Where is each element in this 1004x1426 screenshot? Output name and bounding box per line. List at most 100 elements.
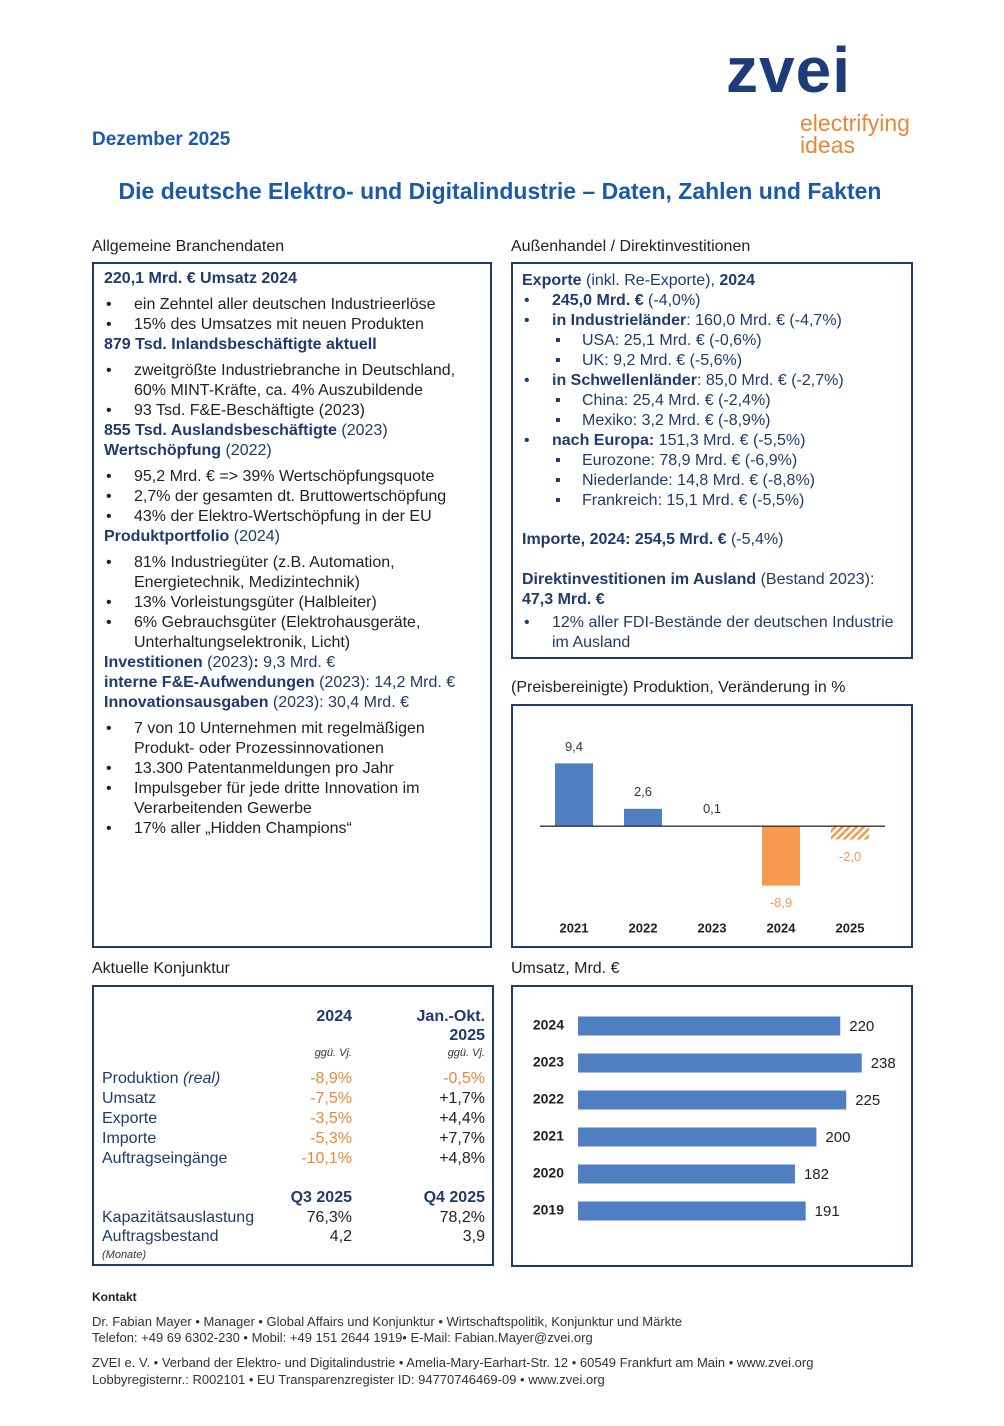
- cell-value: +4,8%: [439, 1150, 485, 1167]
- bullet: 17% aller „Hidden Champions“: [104, 819, 486, 839]
- y-tick-label: 2020: [533, 1165, 564, 1181]
- text-segment: (2024): [229, 528, 281, 545]
- trade-line: Eurozone: 78,9 Mrd. € (-6,9%): [522, 451, 907, 471]
- text-segment: : 85,0 Mrd. € (-2,7%): [696, 372, 844, 389]
- block: Produktportfolio (2024) 81% Industriegüte…: [104, 527, 486, 653]
- bullet: 13.300 Patentanmeldungen pro Jahr: [104, 759, 486, 779]
- bar: [578, 1053, 862, 1073]
- value-label: -8,9: [770, 895, 792, 910]
- value-label: 225: [855, 1092, 880, 1109]
- text-segment: Produktion: [102, 1070, 183, 1087]
- text-segment: 2024: [719, 272, 755, 289]
- cell-value: 76,3%: [306, 1209, 352, 1226]
- row-label: Exporte: [102, 1110, 158, 1127]
- text-segment: Produktportfolio: [104, 528, 230, 545]
- trade-line: Niederlande: 14,8 Mrd. € (-8,8%): [522, 471, 907, 491]
- block: Innovationsausgaben (2023): 30,4 Mrd. € 7…: [104, 693, 486, 839]
- bullet-list: zweitgrößte Industriebranche in Deutschl…: [104, 361, 486, 421]
- logo: zvei: [726, 34, 851, 106]
- value-label: 182: [804, 1166, 829, 1183]
- x-tick-label: 2024: [767, 920, 797, 935]
- bullet: 95,2 Mrd. € => 39% Wertschöpfungsquote: [104, 467, 486, 487]
- text-segment: 220,1 Mrd. € Umsatz 2024: [104, 270, 297, 287]
- text-segment: :: [253, 654, 259, 671]
- text-segment: nach Europa:: [552, 432, 655, 449]
- bullet-list: 7 von 10 Unternehmen mit regelmäßigen Pr…: [104, 719, 486, 839]
- contact-title: Kontakt: [92, 1290, 137, 1304]
- block-heading: Innovationsausgaben (2023): 30,4 Mrd. €: [104, 693, 486, 713]
- y-tick-label: 2022: [533, 1091, 564, 1107]
- x-tick-label: 2023: [698, 920, 727, 935]
- cell-value: +1,7%: [439, 1090, 485, 1107]
- value-label: 191: [815, 1203, 840, 1220]
- revenue-chart: 2024 220 2023 238 2022 225 2021 200 2020 182 2019 1…: [533, 1016, 896, 1221]
- trade-line: Exporte (inkl. Re-Exporte), 2024: [522, 271, 907, 291]
- bar: [762, 826, 800, 886]
- bullet: 81% Industriegüter (z.B. Automation, Ene…: [104, 553, 486, 593]
- column-header: Q4 2025: [377, 1188, 485, 1207]
- bullet: zweitgrößte Industriebranche in Deutschl…: [104, 361, 486, 401]
- chart-box: [511, 704, 913, 948]
- bullet: 15% des Umsatzes mit neuen Produkten: [104, 315, 486, 335]
- trade-line: Frankreich: 15,1 Mrd. € (-5,5%): [522, 491, 907, 511]
- trade-line: Direktinvestitionen im Ausland (Bestand …: [522, 570, 907, 590]
- trade-line: nach Europa: 151,3 Mrd. € (-5,5%): [522, 431, 907, 451]
- section-label: Aktuelle Konjunktur: [92, 960, 230, 977]
- cell-value: 3,9: [462, 1228, 485, 1245]
- y-tick-label: 2023: [533, 1054, 564, 1070]
- conjuncture-box: 2024 Jan.-Okt. 2025 ggü. Vj. ggü. Vj. Produk…: [92, 985, 494, 1266]
- text-segment: 245,0 Mrd. €: [552, 292, 644, 309]
- column-header-text: Q4 2025: [423, 1189, 485, 1206]
- bullet: 13% Vorleistungsgüter (Halbleiter): [104, 593, 486, 613]
- text-segment: (2023): 14,2 Mrd. €: [314, 674, 456, 691]
- y-tick-label: 2019: [533, 1202, 564, 1218]
- block: Investitionen (2023): 9,3 Mrd. €: [104, 653, 486, 673]
- bullet: 7 von 10 Unternehmen mit regelmäßigen Pr…: [104, 719, 486, 759]
- trade-line: Mexiko: 3,2 Mrd. € (-8,9%): [522, 411, 907, 431]
- text-segment: Wertschöpfung: [104, 442, 222, 459]
- row-label: Kapazitätsauslastung: [102, 1209, 255, 1226]
- cell-value: -10,1%: [301, 1150, 352, 1167]
- text-segment: 151,3 Mrd. € (-5,5%): [654, 432, 806, 449]
- general-box: 220,1 Mrd. € Umsatz 2024 ein Zehntel alle…: [92, 262, 492, 948]
- text-segment: (2023): [336, 422, 388, 439]
- x-tick-label: 2025: [836, 920, 865, 935]
- block-heading: Wertschöpfung (2022): [104, 441, 486, 461]
- text-segment: (2023): 30,4 Mrd. €: [268, 694, 409, 711]
- bullet: 93 Tsd. F&E-Beschäftigte (2023): [104, 401, 486, 421]
- value-label: 200: [825, 1129, 850, 1146]
- value-label: -2,0: [839, 849, 861, 864]
- block-heading: 855 Tsd. Auslandsbeschäftigte (2023): [104, 421, 486, 441]
- block-heading: 879 Tsd. Inlandsbeschäftigte aktuell: [104, 335, 486, 355]
- section-label: Außenhandel / Direktinvestitionen: [511, 238, 751, 255]
- bar: [578, 1201, 806, 1221]
- column-header-text: Jan.-Okt. 2025: [416, 1008, 485, 1044]
- text-segment: 9,3 Mrd. €: [258, 654, 336, 671]
- row-note: (Monate): [102, 1249, 147, 1261]
- bar: [578, 1127, 817, 1147]
- column-header-text: 2024: [316, 1008, 352, 1025]
- bar: [555, 763, 593, 827]
- cell-value: 4,2: [329, 1228, 352, 1245]
- contact-line: Telefon: +49 69 6302-230 • Mobil: +49 15…: [92, 1330, 593, 1345]
- column-header: Q3 2025: [244, 1188, 352, 1207]
- page-title: Die deutsche Elektro- und Digitalindustr…: [118, 178, 882, 204]
- column-note: ggü. Vj.: [314, 1047, 352, 1059]
- column-header-text: Q3 2025: [290, 1189, 352, 1206]
- bullet: 43% der Elektro-Wertschöpfung in der EU: [104, 507, 486, 527]
- row-label: Produktion (real): [102, 1069, 220, 1088]
- trade-line: USA: 25,1 Mrd. € (-0,6%): [522, 331, 907, 351]
- cell-value: -7,5%: [310, 1090, 352, 1107]
- contact-line: Dr. Fabian Mayer • Manager • Global Affa…: [92, 1314, 683, 1329]
- bar: [578, 1164, 795, 1184]
- block: 879 Tsd. Inlandsbeschäftigte aktuell zwei…: [104, 335, 486, 421]
- cell-value: -3,5%: [310, 1110, 352, 1127]
- bar: [578, 1016, 841, 1036]
- y-tick-label: 2021: [533, 1128, 564, 1144]
- bullet-list: 81% Industriegüter (z.B. Automation, Ene…: [104, 553, 486, 653]
- row-label: Auftragsbestand: [102, 1228, 219, 1245]
- trade-line: in Schwellenländer: 85,0 Mrd. € (-2,7%): [522, 371, 907, 391]
- contact-line: Lobbyregisternr.: R002101 • EU Transpare…: [92, 1372, 605, 1387]
- column-note: ggü. Vj.: [447, 1047, 485, 1059]
- cell-value: +4,4%: [439, 1110, 485, 1127]
